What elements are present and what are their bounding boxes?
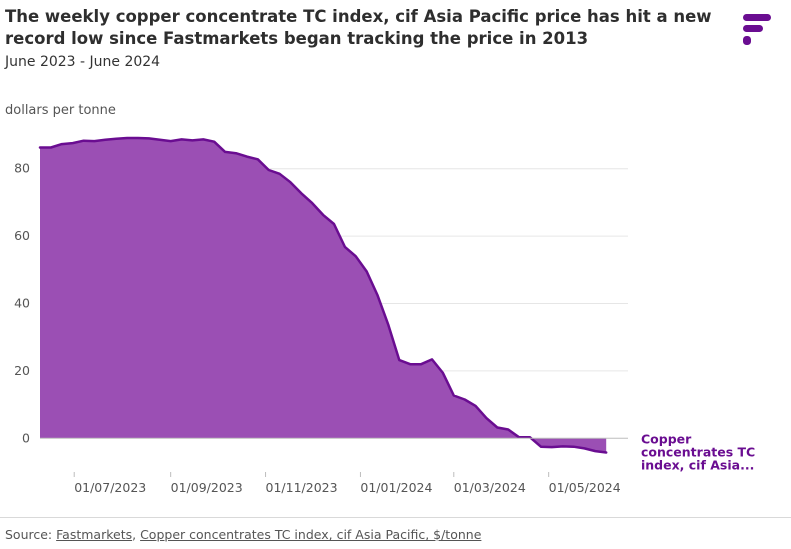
data-point xyxy=(148,137,150,139)
data-point xyxy=(213,141,215,143)
data-point xyxy=(278,173,280,175)
data-point xyxy=(453,394,455,396)
logo-bar-top xyxy=(743,14,771,21)
plot-area xyxy=(38,136,608,454)
data-point xyxy=(583,447,585,449)
footer-divider xyxy=(0,517,791,518)
data-point xyxy=(268,169,270,171)
data-point xyxy=(572,446,574,448)
data-point xyxy=(126,137,128,139)
data-point xyxy=(137,137,139,139)
series-line xyxy=(38,136,608,454)
data-point xyxy=(202,138,204,140)
data-point xyxy=(191,139,193,141)
data-point xyxy=(311,202,313,204)
data-point xyxy=(104,139,106,141)
fastmarkets-logo-icon xyxy=(743,14,771,45)
logo-bar-bottom xyxy=(743,36,751,45)
data-point xyxy=(39,146,41,148)
data-point xyxy=(594,450,596,452)
series-end-label-line: concentrates TC xyxy=(641,444,755,459)
data-point xyxy=(322,214,324,216)
x-tick-label: 01/07/2023 xyxy=(74,480,146,495)
data-point xyxy=(246,155,248,157)
x-tick-label: 01/01/2024 xyxy=(360,480,432,495)
data-point xyxy=(300,192,302,194)
logo-bar-middle xyxy=(743,25,763,32)
data-point xyxy=(180,138,182,140)
source-separator: , xyxy=(132,527,141,542)
source-link-series[interactable]: Copper concentrates TC index, cif Asia P… xyxy=(140,527,482,542)
data-point xyxy=(170,140,172,142)
data-point xyxy=(93,140,95,142)
y-tick-label: 0 xyxy=(22,430,30,445)
axes: 0 20 40 60 80 01/07/2023 01/09/2023 01/11/2023 0… xyxy=(14,161,628,495)
series-end-label: Copper concentrates TC index, cif Asia... xyxy=(641,431,755,472)
data-point xyxy=(257,158,259,160)
y-tick-label: 80 xyxy=(14,161,30,176)
source-prefix: Source: xyxy=(5,527,57,542)
data-point xyxy=(289,181,291,183)
y-tick-label: 20 xyxy=(14,363,30,378)
data-point xyxy=(409,363,411,365)
data-point xyxy=(115,138,117,140)
data-point xyxy=(551,446,553,448)
data-point xyxy=(431,358,433,360)
data-point xyxy=(355,255,357,257)
area-fill xyxy=(40,138,607,453)
data-point xyxy=(235,152,237,154)
y-tick-label: 60 xyxy=(14,228,30,243)
x-tick-label: 01/11/2023 xyxy=(266,480,338,495)
data-point xyxy=(72,142,74,144)
data-point xyxy=(496,426,498,428)
data-point xyxy=(376,294,378,296)
data-point xyxy=(344,246,346,248)
data-point xyxy=(420,363,422,365)
data-point xyxy=(61,143,63,145)
y-axis-label: dollars per tonne xyxy=(5,103,116,118)
y-tick-label: 40 xyxy=(14,296,30,311)
data-point xyxy=(366,270,368,272)
chart-title: The weekly copper concentrate TC index, … xyxy=(5,7,712,48)
chart-subtitle: June 2023 - June 2024 xyxy=(5,54,161,70)
data-point xyxy=(540,446,542,448)
x-tick-label: 01/05/2024 xyxy=(549,480,621,495)
data-point xyxy=(562,445,564,447)
data-point xyxy=(159,139,161,141)
data-point xyxy=(442,372,444,374)
data-point xyxy=(464,398,466,400)
data-point xyxy=(50,146,52,148)
source-note: Source: Fastmarkets, Copper concentrates… xyxy=(5,527,481,542)
data-point xyxy=(474,405,476,407)
data-point xyxy=(387,324,389,326)
data-point xyxy=(507,428,509,430)
tc-index-area-chart: dollars per tonne 0 20 40 60 80 01/07/2023 01/… xyxy=(5,103,755,495)
x-tick-label: 01/09/2023 xyxy=(171,480,243,495)
data-point xyxy=(224,151,226,153)
data-point xyxy=(605,451,607,453)
x-tick-label: 01/03/2024 xyxy=(454,480,526,495)
data-point xyxy=(398,359,400,361)
data-point xyxy=(82,140,84,142)
data-point xyxy=(333,223,335,225)
series-end-label-line: index, cif Asia... xyxy=(641,457,754,472)
data-point xyxy=(485,417,487,419)
series-end-label-line: Copper xyxy=(641,431,692,446)
source-link-publisher[interactable]: Fastmarkets xyxy=(56,527,133,542)
